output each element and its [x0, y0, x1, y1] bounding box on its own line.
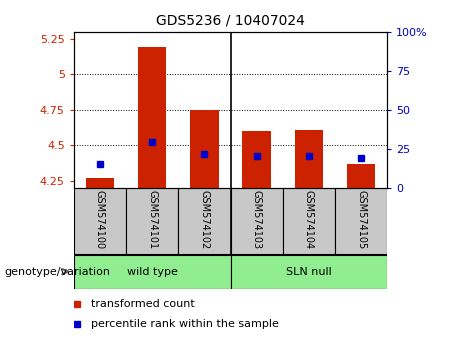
Bar	[335, 188, 387, 255]
Bar	[230, 188, 283, 255]
Text: SLN null: SLN null	[286, 267, 332, 277]
Title: GDS5236 / 10407024: GDS5236 / 10407024	[156, 14, 305, 28]
Text: wild type: wild type	[127, 267, 177, 277]
Bar	[347, 164, 375, 188]
Bar	[138, 47, 166, 188]
Bar	[242, 131, 271, 188]
Text: GSM574102: GSM574102	[199, 190, 209, 250]
Text: percentile rank within the sample: percentile rank within the sample	[91, 319, 279, 329]
Bar	[126, 188, 178, 255]
Text: GSM574104: GSM574104	[304, 190, 314, 250]
Bar	[74, 255, 230, 289]
Text: genotype/variation: genotype/variation	[5, 267, 111, 277]
Text: transformed count: transformed count	[91, 298, 195, 309]
Bar	[230, 255, 387, 289]
Bar	[190, 110, 219, 188]
Bar	[178, 188, 230, 255]
Text: GSM574105: GSM574105	[356, 190, 366, 250]
Bar	[295, 130, 323, 188]
Text: GSM574103: GSM574103	[252, 190, 262, 250]
Bar	[283, 188, 335, 255]
Bar	[74, 188, 126, 255]
Text: GSM574100: GSM574100	[95, 190, 105, 250]
Text: GSM574101: GSM574101	[147, 190, 157, 250]
Bar	[85, 178, 114, 188]
